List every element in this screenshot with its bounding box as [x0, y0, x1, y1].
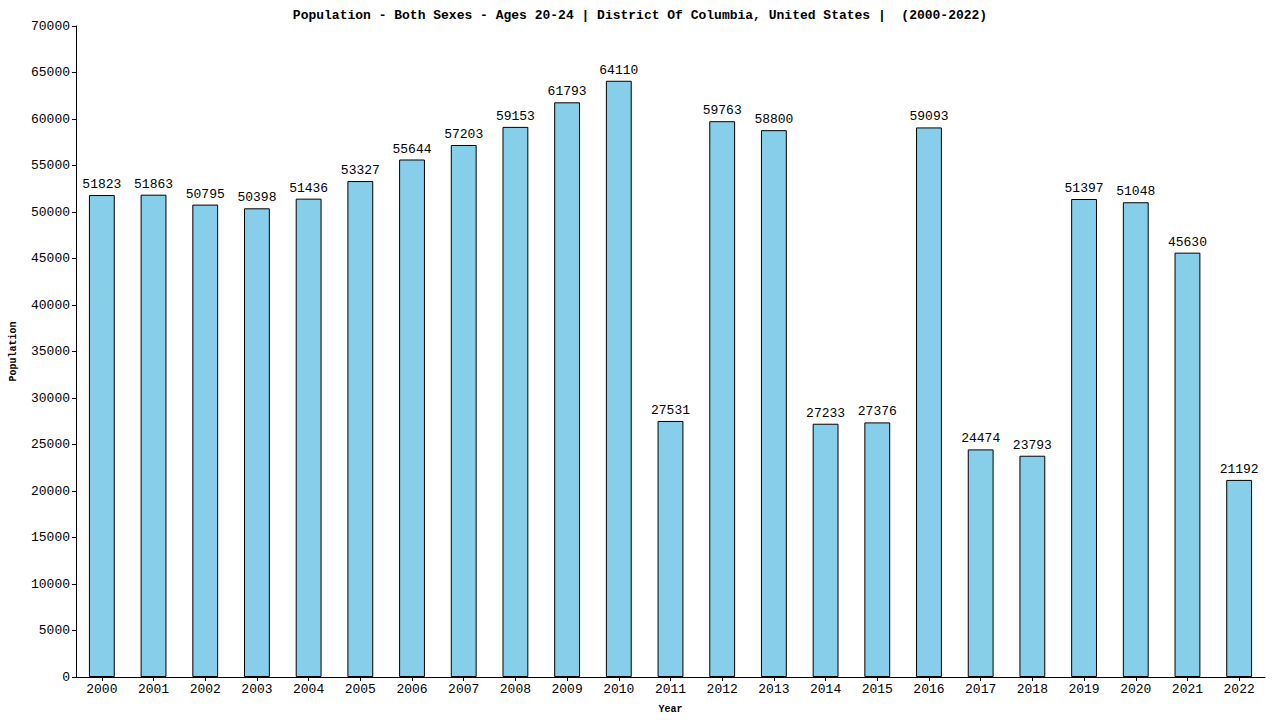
svg-text:55644: 55644: [393, 142, 432, 157]
svg-text:2012: 2012: [707, 682, 738, 697]
svg-text:Population: Population: [8, 321, 19, 381]
svg-text:50398: 50398: [237, 190, 276, 205]
svg-text:2001: 2001: [138, 682, 169, 697]
svg-text:Population - Both Sexes - Ages: Population - Both Sexes - Ages 20-24 | D…: [293, 8, 987, 23]
svg-text:50795: 50795: [186, 187, 225, 202]
svg-text:40000: 40000: [31, 298, 70, 313]
svg-text:10000: 10000: [31, 577, 70, 592]
svg-text:2010: 2010: [603, 682, 634, 697]
svg-text:2018: 2018: [1017, 682, 1048, 697]
svg-text:2004: 2004: [293, 682, 324, 697]
svg-text:2015: 2015: [862, 682, 893, 697]
svg-text:70000: 70000: [31, 19, 70, 34]
svg-text:23793: 23793: [1013, 438, 1052, 453]
svg-text:60000: 60000: [31, 112, 70, 127]
svg-text:27531: 27531: [651, 403, 690, 418]
svg-text:Year: Year: [658, 704, 682, 715]
svg-text:2008: 2008: [500, 682, 531, 697]
svg-text:53327: 53327: [341, 163, 380, 178]
svg-text:2021: 2021: [1172, 682, 1203, 697]
svg-text:2019: 2019: [1068, 682, 1099, 697]
svg-text:2020: 2020: [1120, 682, 1151, 697]
svg-text:2013: 2013: [758, 682, 789, 697]
svg-text:30000: 30000: [31, 391, 70, 406]
svg-text:2017: 2017: [965, 682, 996, 697]
svg-text:24474: 24474: [961, 431, 1000, 446]
svg-text:59763: 59763: [703, 103, 742, 118]
svg-text:35000: 35000: [31, 344, 70, 359]
svg-text:2006: 2006: [396, 682, 427, 697]
svg-text:5000: 5000: [39, 623, 70, 638]
svg-text:58800: 58800: [754, 112, 793, 127]
svg-text:2005: 2005: [345, 682, 376, 697]
svg-text:65000: 65000: [31, 65, 70, 80]
svg-text:0: 0: [62, 670, 70, 685]
svg-text:61793: 61793: [548, 84, 587, 99]
svg-text:27233: 27233: [806, 406, 845, 421]
svg-text:2016: 2016: [913, 682, 944, 697]
svg-text:2011: 2011: [655, 682, 686, 697]
svg-text:21192: 21192: [1220, 462, 1259, 477]
svg-text:2014: 2014: [810, 682, 841, 697]
svg-text:15000: 15000: [31, 530, 70, 545]
svg-text:45630: 45630: [1168, 235, 1207, 250]
svg-text:2022: 2022: [1224, 682, 1255, 697]
svg-text:64110: 64110: [599, 63, 638, 78]
svg-text:25000: 25000: [31, 437, 70, 452]
svg-text:55000: 55000: [31, 158, 70, 173]
svg-text:2002: 2002: [190, 682, 221, 697]
svg-text:51436: 51436: [289, 181, 328, 196]
svg-text:2003: 2003: [241, 682, 272, 697]
svg-text:2000: 2000: [86, 682, 117, 697]
svg-text:59153: 59153: [496, 109, 535, 124]
svg-text:59093: 59093: [909, 109, 948, 124]
svg-text:57203: 57203: [444, 127, 483, 142]
svg-text:27376: 27376: [858, 404, 897, 419]
svg-text:2009: 2009: [551, 682, 582, 697]
svg-text:2007: 2007: [448, 682, 479, 697]
svg-text:51823: 51823: [82, 177, 121, 192]
svg-text:45000: 45000: [31, 251, 70, 266]
svg-text:51863: 51863: [134, 177, 173, 192]
svg-text:51048: 51048: [1116, 184, 1155, 199]
svg-text:51397: 51397: [1065, 181, 1104, 196]
svg-text:20000: 20000: [31, 484, 70, 499]
svg-text:50000: 50000: [31, 205, 70, 220]
